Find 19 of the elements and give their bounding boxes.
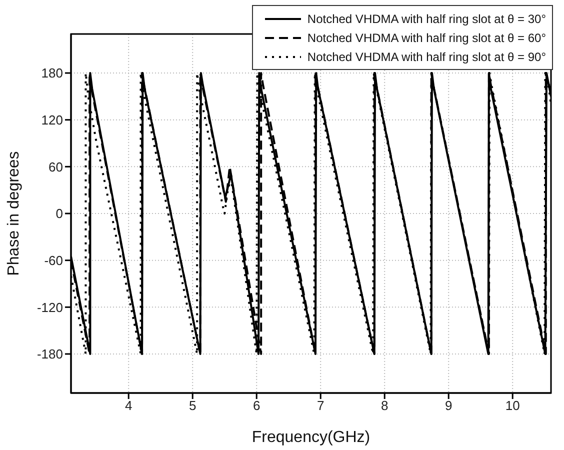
y-tick-label: 0 bbox=[56, 206, 63, 222]
legend-label: Notched VHDMA with half ring slot at θ = 30° bbox=[307, 12, 546, 26]
y-tick-label: -120 bbox=[36, 300, 63, 315]
x-tick-label: 9 bbox=[444, 398, 452, 414]
x-tick-label: 5 bbox=[188, 398, 196, 414]
x-tick-label: 7 bbox=[316, 398, 324, 414]
y-tick-label: -180 bbox=[36, 346, 63, 362]
legend-label: Notched VHDMA with half ring slot at θ = 60° bbox=[307, 30, 546, 44]
y-tick-label: 180 bbox=[41, 66, 63, 81]
x-tick-label: 8 bbox=[380, 398, 388, 414]
y-axis-title: Phase in degrees bbox=[6, 151, 23, 276]
x-tick-label: 4 bbox=[124, 398, 132, 414]
x-tick-label: 10 bbox=[505, 398, 520, 414]
x-axis-title: Frequency(GHz) bbox=[252, 429, 370, 446]
y-tick-label: 120 bbox=[41, 112, 63, 128]
x-tick-label: 6 bbox=[252, 398, 260, 414]
y-tick-label: 60 bbox=[48, 159, 63, 174]
y-tick-label: -60 bbox=[44, 252, 63, 268]
legend-label: Notched VHDMA with half ring slot at θ = 90° bbox=[307, 50, 546, 64]
